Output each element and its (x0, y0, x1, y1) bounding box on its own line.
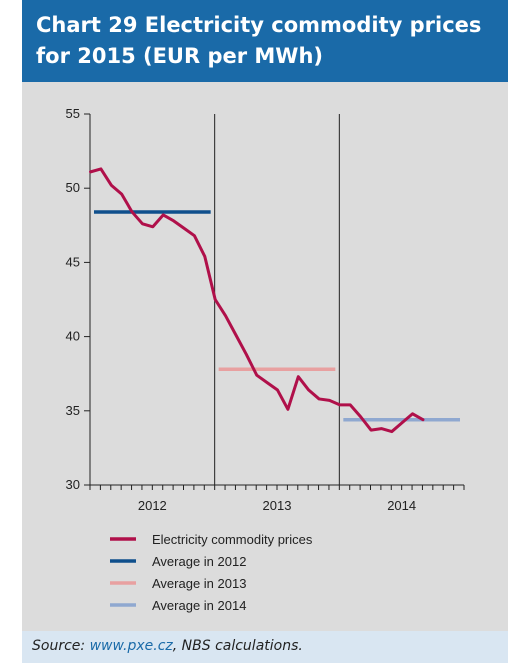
source-prefix: Source: (32, 638, 90, 654)
y-tick-label: 55 (66, 106, 80, 121)
source-link[interactable]: www.pxe.cz (89, 638, 173, 654)
title-bar: Chart 29 Electricity commodity prices fo… (22, 0, 508, 82)
source-suffix: , NBS calculations. (172, 638, 303, 654)
legend-label: Average in 2013 (152, 576, 246, 591)
chart-area: 30 35 40 45 50 55 2012 2013 2014 Electricity comm… (22, 82, 508, 631)
source-note: Source: www.pxe.cz, NBS calculations. (32, 638, 303, 654)
chart-title: Chart 29 Electricity commodity prices fo… (36, 13, 482, 68)
x-year-label: 2012 (138, 498, 167, 513)
y-tick-label: 35 (66, 403, 80, 418)
x-year-label: 2013 (263, 498, 292, 513)
line-chart: 30 35 40 45 50 55 2012 2013 2014 Electricity comm… (66, 106, 465, 613)
y-tick-label: 45 (66, 254, 80, 269)
legend-label: Average in 2014 (152, 598, 246, 613)
x-year-label: 2014 (387, 498, 416, 513)
legend-label: Average in 2012 (152, 554, 246, 569)
source-bar: Source: www.pxe.cz, NBS calculations. (22, 631, 508, 663)
y-tick-label: 30 (66, 477, 80, 492)
price-series-line (89, 167, 425, 434)
y-tick-label: 50 (66, 180, 80, 195)
legend-label: Electricity commodity prices (152, 532, 313, 547)
y-tick-label: 40 (66, 329, 80, 344)
